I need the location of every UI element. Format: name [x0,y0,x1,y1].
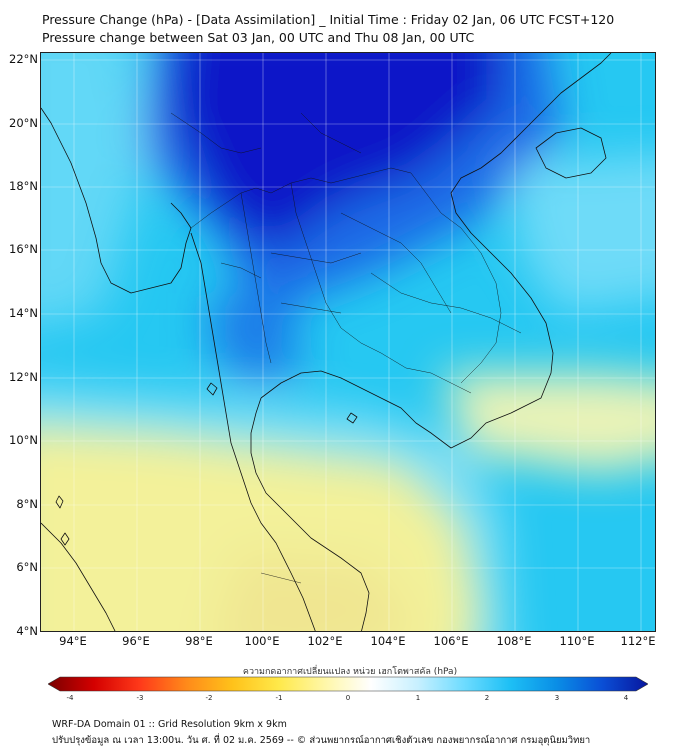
colorbar-tick: 1 [415,694,421,702]
lat-label: 14°N [9,306,38,320]
lon-label: 112°E [620,634,656,648]
pressure-field [41,53,655,631]
coastlines [41,53,612,631]
lon-label: 98°E [185,634,213,648]
colorbar-gradient [48,676,648,692]
model-info: WRF-DA Domain 01 :: Grid Resolution 9km … [52,719,287,730]
lat-label: 16°N [9,242,38,256]
colorbar-tick: 4 [623,694,629,702]
admin-borders [170,112,522,584]
colorbar [48,676,648,692]
lat-label: 4°N [16,624,38,638]
colorbar-tick: -3 [136,694,144,702]
lon-label: 96°E [122,634,150,648]
lat-label: 8°N [16,497,38,511]
lat-label: 20°N [9,116,38,130]
colorbar-tick: -2 [205,694,213,702]
map-canvas [41,53,655,631]
lon-label: 100°E [244,634,280,648]
pressure-change-map [40,52,656,632]
lat-label: 22°N [9,52,38,66]
gridlines [41,53,655,631]
colorbar-tick: 2 [484,694,490,702]
colorbar-tick: 0 [345,694,351,702]
lat-label: 10°N [9,433,38,447]
colorbar-tick: 3 [554,694,560,702]
colorbar-tick: -4 [66,694,74,702]
map-subtitle: Pressure change between Sat 03 Jan, 00 U… [42,30,475,45]
lon-label: 94°E [59,634,87,648]
lat-label: 18°N [9,179,38,193]
lat-label: 6°N [16,560,38,574]
update-credit: ปรับปรุงข้อมูล ณ เวลา 13:00น. วัน ศ. ที่… [52,735,591,746]
map-title: Pressure Change (hPa) - [Data Assimilati… [42,12,615,27]
lon-label: 108°E [496,634,532,648]
lon-label: 110°E [559,634,595,648]
lon-label: 104°E [370,634,406,648]
colorbar-tick: -1 [275,694,283,702]
colorbar-title: ความกดอากาศเปลี่ยนแปลง หน่วย เฮกโตพาสคัล… [242,667,458,677]
lon-label: 106°E [433,634,469,648]
lon-label: 102°E [307,634,343,648]
lat-label: 12°N [9,370,38,384]
